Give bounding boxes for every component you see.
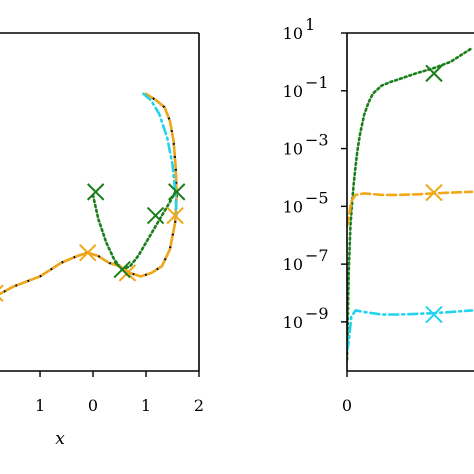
left-marker-1-1 bbox=[79, 243, 97, 262]
right-y-tick-label-2: 10 bbox=[283, 140, 303, 159]
right-y-tick-exponent-5: −9 bbox=[305, 304, 329, 323]
left-marker-1-0 bbox=[0, 284, 4, 302]
left-series-line-0 bbox=[0, 92, 178, 296]
left-series-line-1 bbox=[0, 92, 178, 296]
right-marker-0-0 bbox=[425, 64, 443, 83]
right-x-tick-label-0: 0 bbox=[342, 396, 352, 415]
right-y-tick-exponent-4: −7 bbox=[305, 246, 329, 265]
left-marker-1-2 bbox=[118, 264, 137, 282]
left-x-tick-label-0: 1 bbox=[35, 396, 45, 415]
left-marker-3-3 bbox=[168, 183, 186, 201]
left-chart: 1 0 1 2 x bbox=[0, 32, 204, 449]
left-x-tick-label-1: 0 bbox=[88, 396, 98, 415]
right-y-tick-label-3: 10 bbox=[283, 197, 303, 216]
left-marker-3-1 bbox=[113, 260, 131, 279]
right-y-tick-exponent-0: 1 bbox=[305, 15, 315, 34]
left-x-tick-label-2: 1 bbox=[141, 396, 151, 415]
right-series-line-2 bbox=[347, 309, 474, 353]
left-marker-3-2 bbox=[146, 206, 165, 225]
left-series-line-3 bbox=[91, 190, 177, 271]
right-y-tick-label-1: 10 bbox=[283, 82, 303, 101]
right-y-tick-label-4: 10 bbox=[283, 255, 303, 274]
right-y-tick-exponent-2: −3 bbox=[305, 131, 329, 150]
left-series-line-2 bbox=[142, 92, 178, 221]
right-y-tick-exponent-3: −5 bbox=[305, 188, 329, 207]
right-y-tick-label-5: 10 bbox=[283, 313, 303, 332]
left-x-tick-label-3: 2 bbox=[194, 396, 204, 415]
left-marker-3-0 bbox=[86, 183, 105, 201]
right-marker-1-0 bbox=[425, 183, 443, 202]
right-y-tick-exponent-1: −1 bbox=[305, 73, 329, 92]
left-marker-1-3 bbox=[166, 206, 184, 225]
left-x-axis-label: x bbox=[55, 429, 65, 449]
right-series-line-1 bbox=[347, 190, 474, 228]
right-y-tick-label-0: 10 bbox=[283, 24, 303, 43]
right-marker-2-0 bbox=[425, 305, 443, 324]
